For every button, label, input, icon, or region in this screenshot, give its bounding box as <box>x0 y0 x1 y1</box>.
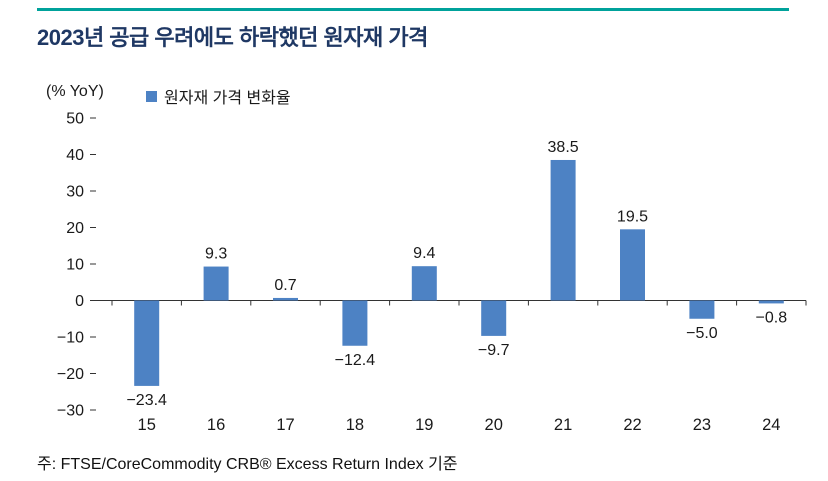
value-label: 19.5 <box>617 208 648 225</box>
x-axis-category-label: 16 <box>207 416 225 434</box>
bar-15 <box>134 300 160 386</box>
x-axis-category-label: 23 <box>693 416 711 434</box>
bar-17 <box>273 297 298 301</box>
bar-18 <box>342 300 368 346</box>
teal-divider-rule <box>37 8 789 11</box>
x-axis-category-label: 21 <box>554 416 572 434</box>
legend-swatch-icon <box>146 90 157 102</box>
y-axis-tick-label: −30 <box>57 403 84 420</box>
bar-23 <box>689 300 715 319</box>
page-title: 2023년 공급 우려에도 하락했던 원자재 가격 <box>37 25 428 50</box>
x-axis-category-label: 24 <box>762 416 780 434</box>
value-label: 0.7 <box>274 277 296 294</box>
y-axis-tick-label: 40 <box>66 147 84 164</box>
value-label: 9.4 <box>413 245 435 262</box>
y-axis-tick-label: −10 <box>57 330 84 347</box>
y-axis-tick-label: 0 <box>75 293 84 310</box>
y-axis-tick-label: 30 <box>66 184 84 201</box>
value-label: −9.7 <box>478 342 510 359</box>
bar-24 <box>758 300 784 304</box>
value-label: −23.4 <box>126 392 167 409</box>
x-axis-category-label: 22 <box>623 416 641 434</box>
y-axis-tick-label: −20 <box>57 366 84 383</box>
bar-19 <box>411 266 437 301</box>
x-axis-category-label: 20 <box>485 416 503 434</box>
bar-21 <box>550 159 576 301</box>
x-axis-category-label: 18 <box>346 416 364 434</box>
bar-20 <box>481 300 507 336</box>
value-label: 38.5 <box>548 139 579 156</box>
source-note: 주: FTSE/CoreCommodity CRB® Excess Return… <box>37 456 458 473</box>
legend-label: 원자재 가격 변화율 <box>164 90 291 107</box>
y-axis-unit-label: (% YoY) <box>46 83 104 100</box>
value-label: −0.8 <box>756 309 788 326</box>
x-axis-category-label: 15 <box>138 416 156 434</box>
value-label: −12.4 <box>335 352 376 369</box>
chart-legend: 원자재 가격 변화율 <box>146 84 291 108</box>
value-label: −5.0 <box>686 325 718 342</box>
x-axis-category-label: 19 <box>415 416 433 434</box>
x-axis-category-label: 17 <box>276 416 294 434</box>
y-axis-tick-label: 10 <box>66 257 84 274</box>
value-label: 9.3 <box>205 246 227 263</box>
y-axis-tick-label: 50 <box>66 111 84 128</box>
y-axis-tick-label: 20 <box>66 220 84 237</box>
bar-16 <box>203 266 229 301</box>
bar-22 <box>620 229 645 301</box>
